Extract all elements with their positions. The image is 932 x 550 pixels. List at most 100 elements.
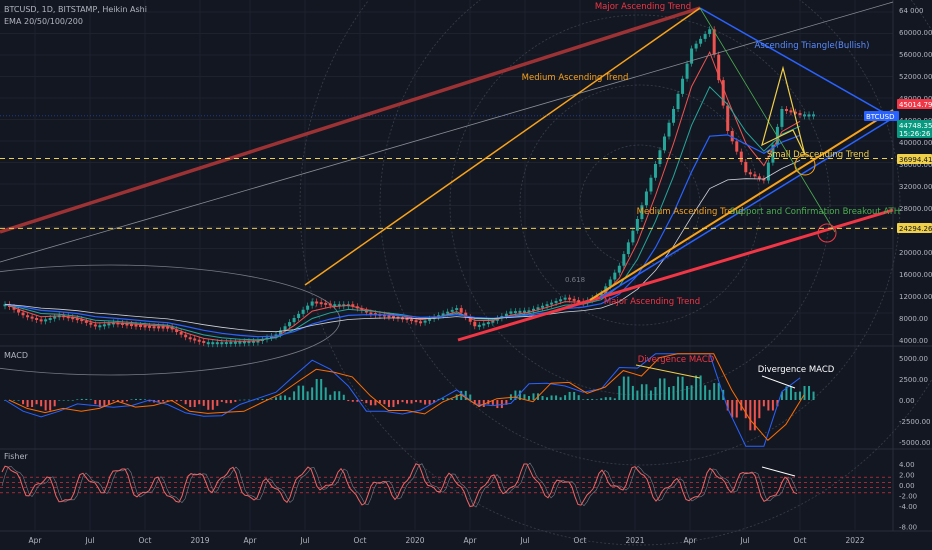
- macd-histogram-bar: [202, 400, 205, 406]
- price-tick: 36000.00: [899, 161, 932, 169]
- candle: [215, 342, 219, 345]
- macd-histogram-bar: [387, 400, 390, 407]
- candle: [780, 109, 784, 127]
- fisher-tick: 4.00: [899, 461, 915, 469]
- macd-histogram-bar: [618, 385, 621, 400]
- candle: [175, 329, 179, 333]
- macd-histogram-bar: [771, 400, 774, 411]
- candle: [283, 326, 287, 331]
- macd-histogram-bar: [211, 400, 214, 410]
- candle: [89, 322, 93, 325]
- divergence-label-2: Divergence MACD: [758, 365, 835, 375]
- macd-histogram-bar: [776, 400, 779, 407]
- fisher-divergence-line: [761, 466, 796, 477]
- candle: [301, 309, 305, 314]
- candle: [315, 301, 319, 304]
- macd-histogram-bar: [320, 379, 323, 400]
- fisher-tick: -2.00: [899, 492, 917, 500]
- candle: [568, 297, 572, 300]
- macd-histogram-bar: [573, 391, 576, 400]
- candle: [152, 326, 156, 329]
- candle: [197, 339, 201, 342]
- time-tick: Apr: [244, 536, 258, 545]
- macd-histogram-bar: [198, 400, 201, 405]
- macd-histogram-bar: [433, 400, 436, 403]
- candle: [599, 293, 603, 296]
- candle: [107, 323, 111, 326]
- macd-histogram-bar: [595, 399, 598, 400]
- macd-tick: 0.00: [899, 397, 915, 405]
- macd-tick: -2500.00: [899, 418, 930, 426]
- macd-histogram-bar: [347, 400, 350, 402]
- ema-50-line: [4, 85, 801, 341]
- macd-histogram-bar: [808, 385, 811, 400]
- macd-histogram-bar: [622, 376, 625, 400]
- major-trend-bottom-label: Major Ascending Trend: [604, 297, 700, 307]
- candle: [784, 109, 788, 111]
- candle: [12, 307, 16, 310]
- candle: [166, 326, 170, 329]
- macd-histogram-bar: [53, 400, 56, 407]
- candle: [125, 323, 129, 326]
- candle: [685, 63, 689, 79]
- candle: [71, 317, 75, 320]
- candle: [297, 313, 301, 318]
- macd-histogram-bar: [139, 398, 142, 400]
- macd-histogram-bar: [505, 400, 508, 405]
- candle: [681, 78, 685, 94]
- macd-histogram-bar: [369, 400, 372, 406]
- candle: [256, 340, 260, 343]
- macd-histogram-bar: [80, 398, 83, 400]
- macd-histogram-bar: [803, 385, 806, 400]
- macd-histogram-bar: [758, 400, 761, 419]
- support-label: Support and Confirmation Breakout ATH: [730, 207, 900, 217]
- macd-histogram-bar: [247, 399, 250, 401]
- price-badge-text: 24294.26: [899, 225, 932, 233]
- time-tick: 2021: [625, 536, 644, 545]
- macd-histogram-bar: [270, 399, 273, 400]
- macd-histogram-bar: [654, 387, 657, 400]
- price-tick: 32000.00: [899, 183, 932, 191]
- candle: [459, 308, 463, 313]
- macd-histogram-bar: [288, 397, 291, 400]
- macd-histogram-bar: [338, 391, 341, 400]
- macd-histogram-bar: [789, 386, 792, 400]
- macd-histogram-bar: [568, 391, 571, 400]
- candle: [721, 80, 725, 106]
- fib-circle: [449, 14, 831, 396]
- candle: [319, 302, 323, 305]
- candle: [21, 312, 25, 316]
- candle: [762, 178, 766, 181]
- macd-histogram-bar: [324, 387, 327, 400]
- candle: [279, 330, 283, 335]
- macd-histogram-bar: [668, 387, 671, 400]
- macd-histogram-bar: [442, 398, 445, 400]
- candle: [44, 319, 48, 322]
- macd-histogram-bar: [586, 398, 589, 400]
- candle: [410, 319, 414, 322]
- medium-trend-top-label: Medium Ascending Trend: [522, 73, 629, 83]
- price-badge-text: 36994.41: [899, 156, 932, 164]
- macd-histogram-bar: [44, 400, 47, 411]
- candle: [193, 338, 197, 341]
- macd-histogram-bar: [98, 400, 101, 407]
- divergence-label-1: Divergence MACD: [638, 355, 715, 365]
- candle: [626, 242, 630, 255]
- small-desc-triangle: [761, 65, 806, 156]
- time-tick: Jul: [519, 536, 529, 545]
- macd-histogram-bar: [130, 399, 133, 400]
- macd-histogram-bar: [383, 400, 386, 405]
- candle: [446, 311, 450, 314]
- macd-histogram-bar: [532, 393, 535, 400]
- macd-histogram-bar: [613, 398, 616, 400]
- time-tick: 2019: [190, 536, 209, 545]
- macd-histogram-bar: [121, 400, 124, 403]
- macd-histogram-bar: [315, 379, 318, 400]
- macd-histogram-bar: [690, 385, 693, 400]
- fib-label: 0.618: [565, 276, 585, 284]
- candle: [541, 305, 545, 308]
- macd-histogram-bar: [713, 383, 716, 400]
- divergence-line: [635, 364, 701, 379]
- macd-histogram-bar: [527, 396, 530, 400]
